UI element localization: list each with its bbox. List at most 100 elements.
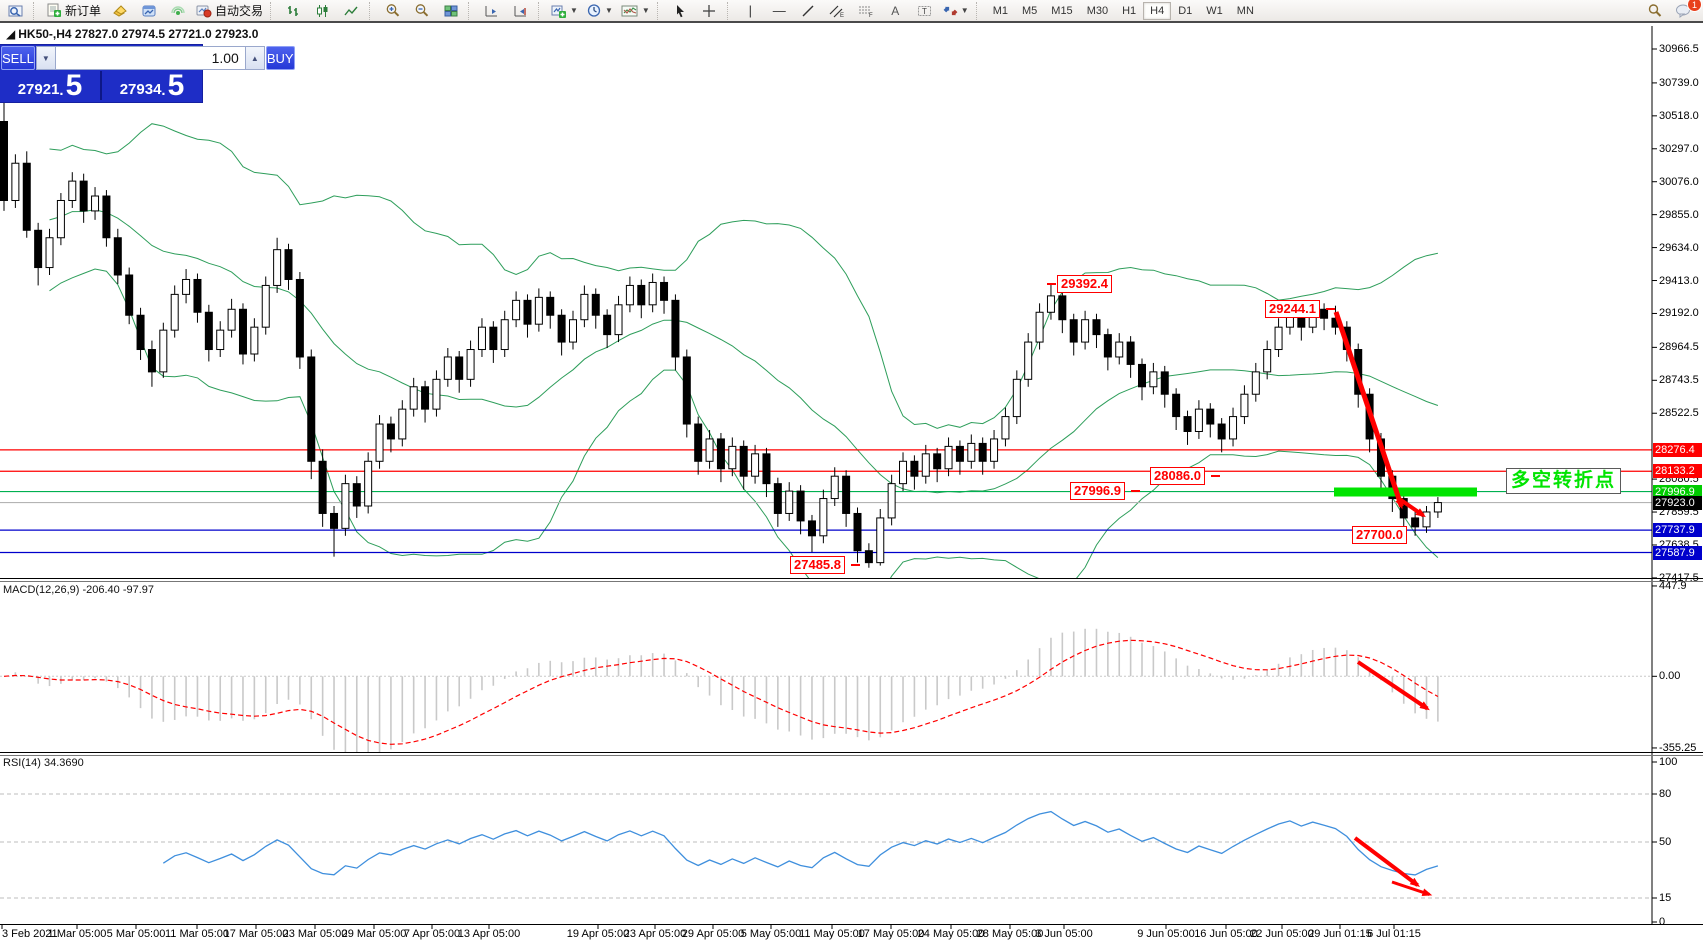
search-icon[interactable] [1641, 0, 1668, 21]
timeframe-m1[interactable]: M1 [992, 4, 1008, 17]
timeframe-h1[interactable]: H1 [1122, 4, 1137, 17]
text-tool[interactable]: A [891, 3, 900, 18]
autotrading-label: 自动交易 [215, 4, 264, 18]
chart-collapse-icon[interactable]: ◢ [6, 27, 16, 41]
sell-price-dot: . [59, 82, 64, 99]
chevron-down-icon: ▼ [570, 6, 578, 15]
candlestick-type-icon[interactable] [309, 0, 336, 21]
toolbar-separator [975, 1, 982, 20]
bar-chart-type-icon[interactable] [280, 0, 307, 21]
notifications-button[interactable]: 1 [1670, 0, 1702, 21]
timeframe-mn[interactable]: MN [1236, 4, 1254, 17]
crosshair-tool[interactable] [696, 0, 723, 21]
fibonacci-tool[interactable]: F [853, 0, 880, 21]
time-tick: 24 May 05:00 [917, 928, 985, 940]
price-tick: 27417.5 [1659, 571, 1699, 584]
timeframe-d1[interactable]: D1 [1178, 4, 1193, 17]
text-label-tool[interactable]: T [911, 0, 938, 21]
price-tag-pointer [1047, 283, 1056, 285]
sell-price-big-digit: 5 [65, 69, 83, 102]
chart-title-text: HK50-,H4 27827.0 27974.5 27721.0 27923.0 [18, 27, 259, 41]
cursor-tool[interactable] [667, 0, 694, 21]
toolbar-separator [726, 1, 733, 20]
time-tick: 5 Mar 05:00 [106, 928, 166, 940]
toolbar-separator [270, 1, 276, 20]
price-tag[interactable]: 27485.8 [790, 556, 845, 574]
auto-scroll-icon[interactable] [478, 0, 505, 21]
timeframe-group: M1 M5 M15 M30 H1 H4 D1 W1 MN [986, 1, 1261, 20]
time-tick: 29 Jun 01:15 [1308, 928, 1372, 940]
timeframe-m5[interactable]: M5 [1022, 4, 1038, 17]
buy-button[interactable]: BUY [265, 46, 295, 70]
price-tick: 30739.0 [1659, 76, 1699, 89]
periods-dropdown[interactable]: ▼ [583, 0, 616, 21]
price-tag[interactable]: 27700.0 [1352, 526, 1407, 544]
data-window-icon[interactable] [135, 0, 162, 21]
price-tag-pointer [1326, 308, 1336, 310]
price-tag-pointer [1211, 475, 1221, 477]
chevron-down-icon: ▼ [604, 6, 613, 15]
timeframe-w1[interactable]: W1 [1206, 4, 1223, 17]
svg-text:T: T [922, 7, 927, 16]
vertical-line-tool[interactable]: | [748, 3, 752, 18]
price-tick: 28964.5 [1659, 341, 1699, 354]
time-tick: 23 Apr 05:00 [623, 928, 687, 940]
timeframe-m15[interactable]: M15 [1051, 4, 1073, 17]
zoom-in-icon[interactable] [379, 0, 406, 21]
price-tag-pointer [1131, 490, 1141, 492]
timeframe-h4[interactable]: H4 [1143, 1, 1172, 20]
buy-price-main: 27934 [119, 81, 162, 98]
chevron-down-icon: ▼ [960, 6, 969, 15]
price-tag[interactable]: 27996.9 [1070, 482, 1125, 500]
market-watch-icon[interactable] [106, 0, 133, 21]
volume-input[interactable] [55, 46, 245, 70]
time-tick: 16 Jun 05:00 [1194, 928, 1258, 940]
horizontal-line-tool[interactable]: — [772, 3, 786, 18]
chart-shift-icon[interactable] [507, 0, 534, 21]
price-level-badge: 27587.9 [1653, 545, 1702, 560]
time-tick: 3 Jun 05:00 [1035, 928, 1093, 940]
time-tick: 29 Mar 05:00 [341, 928, 407, 940]
tile-windows-icon[interactable] [437, 0, 464, 21]
macd-tick: -355.25 [1659, 741, 1697, 754]
time-tick: 6 Jul 01:15 [1367, 928, 1421, 940]
volume-decrease-button[interactable]: ▼ [35, 46, 56, 70]
templates-dropdown[interactable]: ▼ [618, 0, 653, 21]
rsi-label: RSI(14) 34.3690 [3, 757, 84, 769]
price-tag[interactable]: 29392.4 [1057, 275, 1112, 293]
sell-button[interactable]: SELL [1, 46, 35, 70]
rsi-tick: 100 [1659, 756, 1678, 768]
time-tick: 13 Apr 05:00 [457, 928, 521, 940]
sell-price[interactable]: 27921 . 5 [0, 69, 102, 102]
time-tick: 5 May 05:00 [740, 928, 802, 940]
timeframe-m30[interactable]: M30 [1086, 4, 1109, 17]
buy-price-dot: . [161, 82, 166, 99]
zoom-out-icon[interactable] [408, 0, 435, 21]
equidistant-channel-tool[interactable]: E [824, 0, 851, 21]
volume-increase-button[interactable]: ▲ [244, 46, 265, 70]
toolbar-separator [33, 1, 39, 20]
new-order-button[interactable]: 新订单 [43, 0, 104, 21]
toolbar-separator [468, 1, 474, 20]
new-order-label: 新订单 [65, 4, 102, 18]
time-tick: 7 Apr 05:00 [403, 928, 461, 940]
strategy-tester-icon[interactable] [164, 0, 191, 21]
turning-point-note[interactable]: 多空转折点 [1506, 468, 1622, 494]
time-tick: 11 Mar 05:00 [164, 928, 230, 940]
buy-price-big-digit: 5 [167, 69, 185, 102]
line-chart-type-icon[interactable] [338, 0, 365, 21]
svg-text:F: F [869, 13, 873, 18]
price-tick: 29192.0 [1659, 307, 1699, 320]
price-tag[interactable]: 28086.0 [1150, 467, 1205, 485]
new-chart-dropdown[interactable]: ▼ [548, 0, 581, 21]
buy-price[interactable]: 27934 . 5 [102, 69, 202, 102]
terminal-icon[interactable] [2, 0, 29, 21]
autotrading-button[interactable]: 自动交易 [193, 0, 266, 21]
svg-text:E: E [840, 13, 844, 18]
trendline-tool[interactable] [795, 0, 822, 21]
arrows-tool-dropdown[interactable]: ▼ [940, 0, 972, 21]
price-tick: 28522.5 [1659, 407, 1699, 420]
price-tag[interactable]: 29244.1 [1265, 300, 1320, 318]
chart-title: ◢ HK50-,H4 27827.0 27974.5 27721.0 27923.… [6, 27, 258, 41]
